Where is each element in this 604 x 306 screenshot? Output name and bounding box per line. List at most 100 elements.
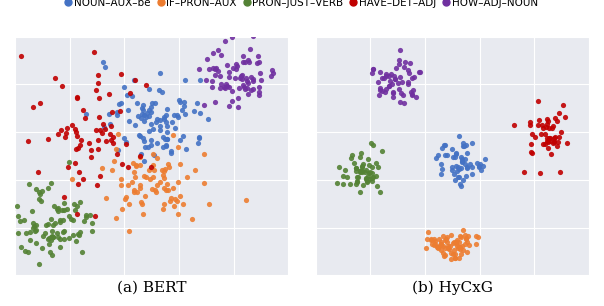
Point bbox=[141, 193, 150, 198]
Point bbox=[135, 163, 144, 168]
Point bbox=[367, 70, 377, 75]
Point bbox=[72, 146, 82, 151]
Point bbox=[540, 142, 550, 147]
Point bbox=[387, 81, 397, 86]
Point bbox=[68, 123, 77, 128]
Point bbox=[440, 238, 450, 243]
Point bbox=[112, 110, 122, 114]
Point bbox=[364, 176, 374, 181]
Point bbox=[43, 237, 53, 242]
Point bbox=[166, 148, 176, 153]
Point bbox=[474, 163, 483, 168]
Point bbox=[121, 139, 130, 144]
Point bbox=[449, 240, 458, 245]
Point bbox=[116, 183, 126, 188]
Point bbox=[134, 132, 144, 137]
Point bbox=[405, 61, 415, 66]
Point bbox=[60, 134, 70, 139]
Point bbox=[57, 83, 67, 88]
Point bbox=[50, 75, 60, 80]
Point bbox=[385, 79, 395, 84]
Point bbox=[452, 237, 462, 242]
Point bbox=[238, 82, 248, 87]
Point bbox=[130, 174, 140, 179]
Point bbox=[438, 234, 448, 239]
Point bbox=[173, 179, 183, 184]
Point bbox=[533, 122, 542, 127]
Point bbox=[439, 143, 449, 148]
Point bbox=[45, 235, 54, 240]
Point bbox=[162, 137, 172, 142]
Point bbox=[93, 80, 103, 85]
Point bbox=[24, 138, 33, 143]
Point bbox=[122, 93, 132, 98]
Point bbox=[397, 80, 406, 84]
Point bbox=[146, 142, 156, 147]
Point bbox=[168, 185, 178, 190]
Point bbox=[146, 164, 156, 169]
Point bbox=[161, 137, 170, 142]
Point bbox=[28, 104, 38, 109]
Point bbox=[451, 163, 461, 168]
Point bbox=[137, 111, 147, 116]
Point bbox=[175, 194, 184, 199]
Point bbox=[347, 152, 356, 157]
Point bbox=[427, 241, 437, 246]
Point bbox=[47, 234, 57, 239]
Point bbox=[408, 91, 417, 96]
Point bbox=[59, 200, 69, 205]
Point bbox=[146, 137, 156, 142]
Point bbox=[363, 157, 373, 162]
Point bbox=[136, 116, 146, 121]
Point bbox=[461, 143, 471, 147]
Point bbox=[235, 86, 245, 91]
Point bbox=[138, 105, 147, 110]
Point bbox=[439, 254, 449, 259]
Point bbox=[36, 199, 45, 204]
Point bbox=[182, 175, 192, 180]
Point bbox=[31, 241, 40, 246]
Point bbox=[164, 164, 173, 169]
Point bbox=[211, 65, 220, 70]
Point bbox=[414, 70, 423, 75]
Point bbox=[462, 151, 472, 155]
Point bbox=[562, 140, 572, 145]
Point bbox=[75, 200, 85, 205]
Point bbox=[429, 236, 439, 241]
Point bbox=[353, 174, 362, 179]
Point bbox=[381, 74, 391, 79]
X-axis label: (a) BERT: (a) BERT bbox=[117, 281, 187, 295]
Point bbox=[199, 181, 209, 185]
Point bbox=[456, 234, 466, 239]
Point bbox=[62, 126, 72, 131]
Point bbox=[220, 86, 230, 91]
Point bbox=[433, 153, 443, 158]
Point bbox=[358, 170, 367, 175]
Point bbox=[371, 174, 381, 179]
Point bbox=[138, 107, 148, 112]
Point bbox=[223, 83, 233, 88]
Point bbox=[181, 111, 190, 116]
Point bbox=[475, 162, 484, 166]
Point bbox=[542, 117, 552, 121]
Point bbox=[190, 109, 199, 114]
Point bbox=[377, 76, 387, 80]
Point bbox=[217, 53, 226, 58]
Point bbox=[238, 54, 248, 58]
Point bbox=[455, 246, 465, 251]
Point bbox=[104, 111, 114, 116]
Point bbox=[46, 217, 56, 222]
Point bbox=[373, 184, 382, 188]
Point bbox=[461, 235, 471, 240]
Point bbox=[13, 230, 22, 235]
Point bbox=[208, 51, 218, 56]
Point bbox=[149, 152, 158, 157]
Point bbox=[548, 123, 558, 128]
Point bbox=[399, 92, 408, 97]
Point bbox=[121, 194, 131, 199]
Point bbox=[352, 179, 361, 184]
Point bbox=[443, 245, 453, 250]
Point bbox=[268, 71, 278, 76]
Point bbox=[141, 114, 151, 119]
Point bbox=[93, 73, 103, 77]
